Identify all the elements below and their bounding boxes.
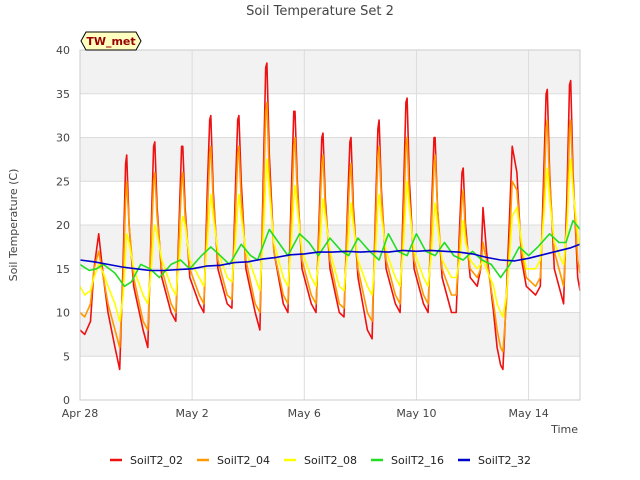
x-tick-label: May 10: [396, 407, 436, 420]
chart-title: Soil Temperature Set 2: [246, 4, 394, 19]
y-tick-label: 40: [56, 44, 70, 57]
legend-item-soilt2-02: SoilT2_02: [110, 454, 183, 467]
plot-frame: [79, 49, 581, 401]
legend-label: SoilT2_32: [478, 454, 531, 467]
x-tick-label: May 2: [176, 407, 209, 420]
y-tick-label: 10: [56, 307, 70, 320]
series-line-soilt2-32: [79, 243, 581, 272]
y-tick-label: 30: [56, 132, 70, 145]
y-axis-label: Soil Temperature (C): [7, 169, 20, 282]
y-tick-label: 20: [56, 219, 70, 232]
y-tick-label: 5: [63, 350, 70, 363]
legend-label: SoilT2_02: [130, 454, 183, 467]
annotation-label: TW_met: [86, 35, 135, 48]
x-tick-label: May 6: [288, 407, 321, 420]
plot-band: [80, 50, 580, 94]
annotation-badge: TW_met: [80, 31, 142, 51]
y-tick-label: 0: [63, 394, 70, 407]
legend: SoilT2_02 SoilT2_04 SoilT2_08 SoilT2_16 Soil…: [110, 454, 531, 467]
legend-item-soilt2-32: SoilT2_32: [458, 454, 531, 467]
y-tick-label: 35: [56, 88, 70, 101]
legend-label: SoilT2_04: [217, 454, 270, 467]
series-line-soilt2-04: [79, 101, 581, 353]
y-tick-label: 15: [56, 263, 70, 276]
legend-item-soilt2-16: SoilT2_16: [371, 454, 444, 467]
series-lines: [79, 62, 581, 371]
legend-item-soilt2-08: SoilT2_08: [284, 454, 357, 467]
axes: 0 5 10 15 20 25 30 35 40 Apr 28 May 2 May 6 May 10 Ma…: [56, 44, 581, 420]
series-line-soilt2-02: [79, 62, 581, 371]
legend-label: SoilT2_16: [391, 454, 444, 467]
x-tick-label: Apr 28: [62, 407, 99, 420]
legend-label: SoilT2_08: [304, 454, 357, 467]
x-tick-label: May 14: [508, 407, 548, 420]
legend-item-soilt2-04: SoilT2_04: [197, 454, 270, 467]
plot-band: [80, 137, 580, 182]
x-axis-label: Time: [550, 423, 578, 436]
series-line-soilt2-08: [79, 158, 581, 323]
y-tick-label: 25: [56, 175, 70, 188]
series-line-soilt2-16: [79, 219, 581, 288]
annotation-box: [80, 31, 142, 51]
